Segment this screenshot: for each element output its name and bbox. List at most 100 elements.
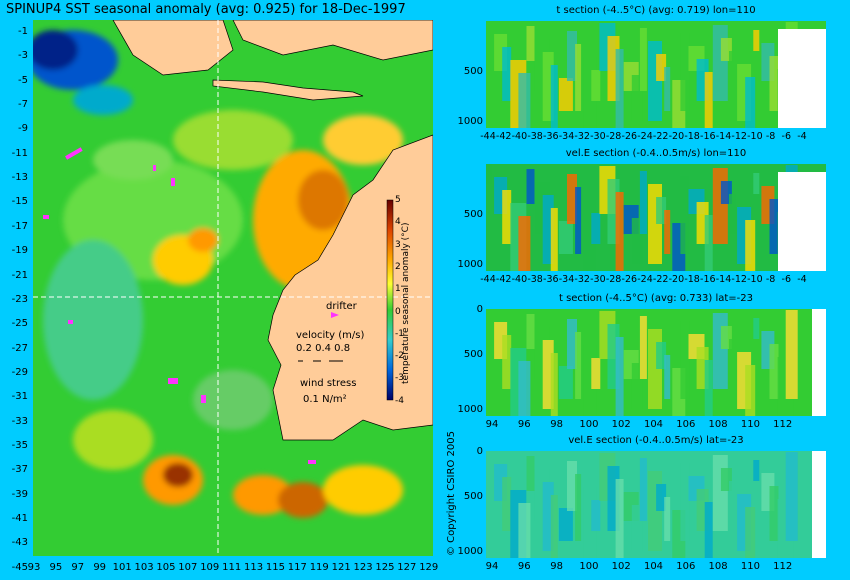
lon-tick: 127 (397, 562, 417, 573)
section-field-cell (631, 218, 643, 264)
section-field-cell (753, 173, 760, 194)
section-x-tick: -6 (781, 274, 792, 285)
section-x-tick: -26 (621, 131, 638, 142)
section-x-tick: 100 (579, 561, 599, 572)
section-field-cell (720, 468, 732, 491)
lon-tick: 117 (287, 562, 307, 573)
section-field-cell (502, 47, 512, 101)
sst-map[interactable] (33, 20, 433, 556)
section-field-cell (486, 164, 492, 184)
section-x-tick: -20 (668, 131, 685, 142)
page-title: SPINUP4 SST seasonal anomaly (avg: 0.925… (6, 2, 406, 17)
section-field-cell (656, 197, 667, 224)
section-field-cell (639, 316, 647, 379)
section-field-cell (631, 505, 643, 551)
section-field-cell (680, 463, 690, 541)
section-field-cell (712, 455, 728, 531)
lat-tick: -19 (11, 245, 28, 257)
section-field-cell (712, 168, 728, 244)
section-y-tick: 500 (463, 349, 483, 360)
lon-tick: 113 (244, 562, 264, 573)
section-x-tick: 110 (740, 419, 760, 430)
section-x-tick: -12 (731, 274, 747, 285)
section-field-cell (550, 353, 558, 416)
no-data-region (812, 309, 826, 416)
section-x-tick: -4 (797, 274, 807, 285)
section-field-cell (567, 174, 577, 224)
section-x-tick: 100 (579, 419, 599, 430)
section-x-tick: -22 (652, 274, 669, 285)
section-plot[interactable] (486, 309, 826, 416)
section-x-tick: -14 (715, 274, 732, 285)
lon-tick: 97 (71, 562, 85, 573)
section-x-tick: -24 (637, 274, 653, 285)
section-field-cell (486, 451, 492, 471)
section-field-cell (753, 318, 760, 339)
lat-tick: -5 (18, 74, 28, 86)
section-plot[interactable] (486, 451, 826, 558)
section-field-cell (518, 73, 531, 128)
section-x-tick: 104 (643, 419, 664, 430)
section-x-tick: 108 (708, 419, 728, 430)
section-x-tick: -42 (495, 274, 512, 285)
colorbar-tick: -2 (395, 351, 404, 362)
section-field-cell (639, 458, 647, 521)
section-field-cell (550, 208, 558, 271)
section-field-cell (567, 31, 577, 81)
section-x-tick: -34 (558, 274, 575, 285)
section-field-cell (656, 342, 667, 369)
section-field-cell (712, 25, 728, 101)
lon-tick: 119 (309, 562, 329, 573)
lon-tick: 115 (265, 562, 285, 573)
section-plot[interactable] (486, 21, 826, 128)
lon-tick: 101 (112, 562, 132, 573)
lon-tick: 93 (27, 562, 41, 573)
section-field-cell (502, 477, 512, 531)
section-field-cell (518, 361, 531, 416)
section-x-tick: -44 (480, 131, 496, 142)
lat-tick: -9 (18, 123, 28, 135)
lat-tick: -17 (11, 220, 28, 232)
section-field-cell (526, 456, 535, 491)
lon-tick: 99 (93, 562, 107, 573)
drifter-legend-label: drifter (326, 301, 357, 312)
section-field-cell (542, 52, 554, 121)
section-field-cell (745, 507, 756, 558)
section-field-cell (526, 169, 535, 204)
section-field-cell (680, 176, 690, 254)
wind-legend-scale: 0.1 N/m² (303, 394, 347, 405)
colorbar-tick: 4 (395, 217, 401, 228)
section-field-cell (615, 49, 624, 128)
lon-tick: 121 (331, 562, 351, 573)
section-field-cell (615, 192, 624, 271)
section-field-cell (639, 28, 647, 91)
lat-tick: -13 (11, 172, 28, 184)
section-x-tick: -14 (715, 131, 732, 142)
section-x-tick: -34 (558, 131, 575, 142)
section-x-tick: 104 (643, 561, 664, 572)
section-x-tick: -38 (527, 131, 543, 142)
section-x-tick: -36 (543, 274, 559, 285)
section-x-tick: 110 (740, 561, 760, 572)
section-field-cell (753, 460, 760, 481)
section-field-cell (558, 78, 573, 111)
section-x-tick: 94 (485, 561, 499, 572)
section-title: vel.E section (-0.4..0.5m/s) lon=110 (565, 148, 747, 159)
section-field-cell (567, 461, 577, 511)
section-field-cell (575, 44, 582, 111)
section-x-tick: -32 (574, 274, 590, 285)
section-title: vel.E section (-0.4..0.5m/s) lat=-23 (568, 435, 744, 446)
section-x-tick: -44 (480, 274, 496, 285)
lat-tick: -21 (11, 269, 28, 281)
section-x-tick: -22 (652, 131, 669, 142)
section-plot[interactable] (486, 164, 826, 271)
section-field-cell (542, 482, 554, 551)
indonesia-land (112, 20, 234, 76)
no-data-region (778, 29, 826, 128)
colorbar-tick: 0 (395, 306, 401, 317)
section-x-tick: -20 (668, 274, 685, 285)
section-field-cell (720, 326, 732, 349)
lat-tick: -1 (18, 26, 28, 37)
section-field-cell (753, 30, 760, 51)
lat-tick: -25 (11, 318, 28, 330)
